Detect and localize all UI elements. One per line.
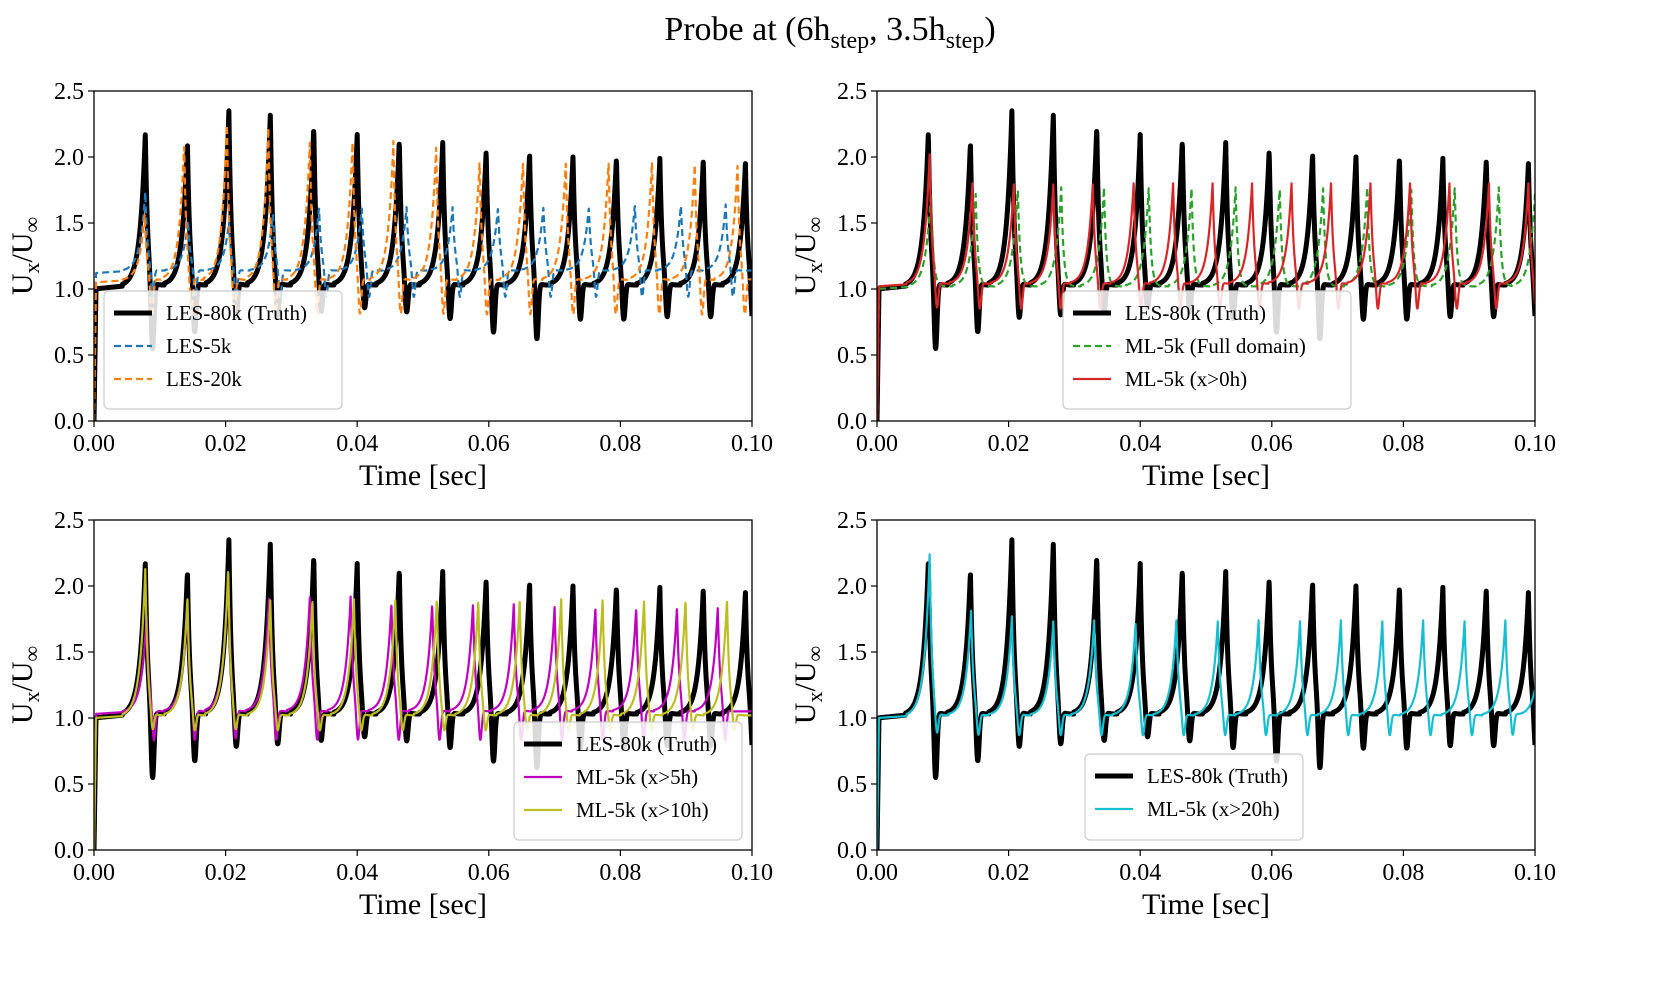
x-axis-label: Time [sec] xyxy=(1142,888,1270,921)
y-axis-label: Ux/U∞ xyxy=(6,217,44,295)
x-tick-label: 0.02 xyxy=(988,431,1030,457)
x-tick-label: 0.00 xyxy=(73,431,115,457)
y-axis-label: Ux/U∞ xyxy=(6,646,44,724)
legend-label: LES-80k (Truth) xyxy=(1147,764,1288,788)
x-tick-label: 0.10 xyxy=(731,431,773,457)
y-tick-label: 0.5 xyxy=(837,343,867,369)
x-tick-label: 0.04 xyxy=(1119,431,1161,457)
legend-label: ML-5k (x>20h) xyxy=(1147,797,1280,821)
legend-label: ML-5k (x>0h) xyxy=(1125,367,1247,391)
y-tick-label: 1.0 xyxy=(54,706,84,732)
series-line-1 xyxy=(877,553,1535,850)
x-tick-label: 0.08 xyxy=(599,860,641,886)
legend-box xyxy=(1084,753,1304,841)
x-tick-label: 0.02 xyxy=(205,431,247,457)
chart-panel-top-right: 0.00 0.02 0.04 0.06 0.08 0.10 0.0 0.5 1.0 1.5 2.0 2… xyxy=(789,79,1556,492)
y-tick-label: 1.0 xyxy=(54,277,84,303)
axes-frame xyxy=(93,90,753,422)
series-group xyxy=(877,537,1535,850)
legend-label: LES-80k (Truth) xyxy=(166,301,307,325)
y-tick-label: 1.0 xyxy=(837,277,867,303)
y-tick-label: 0.5 xyxy=(837,772,867,798)
x-tick-label: 0.06 xyxy=(468,860,510,886)
x-axis-label: Time [sec] xyxy=(359,459,487,492)
x-tick-label: 0.02 xyxy=(988,860,1030,886)
x-tick-label: 0.10 xyxy=(1514,860,1556,886)
x-tick-label: 0.00 xyxy=(856,860,898,886)
x-tick-label: 0.00 xyxy=(73,860,115,886)
series-line-0 xyxy=(877,537,1535,850)
legend-box xyxy=(103,290,343,410)
x-axis-label: Time [sec] xyxy=(359,888,487,921)
legend-label: ML-5k (x>5h) xyxy=(576,765,698,789)
legend-label: LES-20k xyxy=(166,367,242,391)
x-tick-label: 0.00 xyxy=(856,431,898,457)
y-tick-label: 2.0 xyxy=(837,145,867,171)
y-tick-label: 2.0 xyxy=(54,574,84,600)
figure-title: Probe at (6hstep, 3.5hstep) xyxy=(664,11,995,54)
y-tick-label: 2.5 xyxy=(54,79,84,105)
y-tick-label: 0.0 xyxy=(54,409,84,435)
y-axis-label: Ux/U∞ xyxy=(789,217,827,295)
chart-panel-top-left: 0.00 0.02 0.04 0.06 0.08 0.10 0.0 0.5 1.0 1.5 2.0 2… xyxy=(6,79,773,492)
axes-frame xyxy=(93,519,753,851)
series-line-2 xyxy=(94,123,752,421)
series-group xyxy=(877,108,1535,421)
y-tick-label: 0.0 xyxy=(837,409,867,435)
y-tick-label: 1.5 xyxy=(837,211,867,237)
x-tick-label: 0.10 xyxy=(1514,431,1556,457)
legend-box xyxy=(1062,290,1352,410)
y-tick-label: 2.0 xyxy=(54,145,84,171)
series-line-1 xyxy=(877,186,1535,421)
y-tick-label: 1.5 xyxy=(54,211,84,237)
series-group xyxy=(94,108,752,421)
y-tick-label: 2.5 xyxy=(837,508,867,534)
series-line-0 xyxy=(877,108,1535,421)
y-tick-label: 0.0 xyxy=(54,838,84,864)
x-tick-label: 0.06 xyxy=(468,431,510,457)
panels: 0.00 0.02 0.04 0.06 0.08 0.10 0.0 0.5 1.0 1.5 2.0 2… xyxy=(6,79,1556,921)
x-tick-label: 0.08 xyxy=(599,431,641,457)
legend-box xyxy=(513,721,743,841)
chart-panel-bottom-right: 0.00 0.02 0.04 0.06 0.08 0.10 0.0 0.5 1.0 1.5 2.0 2… xyxy=(789,508,1556,921)
x-tick-label: 0.06 xyxy=(1251,431,1293,457)
y-tick-label: 2.5 xyxy=(837,79,867,105)
series-line-0 xyxy=(94,108,752,421)
y-tick-label: 0.0 xyxy=(837,838,867,864)
axes-frame xyxy=(876,90,1536,422)
y-tick-label: 1.0 xyxy=(837,706,867,732)
legend-label: ML-5k (x>10h) xyxy=(576,798,709,822)
chart-panel-bottom-left: 0.00 0.02 0.04 0.06 0.08 0.10 0.0 0.5 1.0 1.5 2.0 2… xyxy=(6,508,773,921)
legend: LES-80k (Truth) ML-5k (x>5h) ML-5k (x>10h) xyxy=(513,721,743,841)
legend: LES-80k (Truth) ML-5k (Full domain) ML-5k … xyxy=(1062,290,1352,410)
x-tick-label: 0.02 xyxy=(205,860,247,886)
legend-label: LES-80k (Truth) xyxy=(576,732,717,756)
series-line-2 xyxy=(94,567,752,850)
y-tick-label: 0.5 xyxy=(54,772,84,798)
x-tick-label: 0.06 xyxy=(1251,860,1293,886)
y-tick-label: 1.5 xyxy=(837,640,867,666)
y-tick-label: 0.5 xyxy=(54,343,84,369)
legend-label: LES-80k (Truth) xyxy=(1125,301,1266,325)
x-tick-label: 0.04 xyxy=(336,860,378,886)
axes-frame xyxy=(876,519,1536,851)
series-line-0 xyxy=(94,537,752,850)
y-axis-label: Ux/U∞ xyxy=(789,646,827,724)
legend: LES-80k (Truth) LES-5k LES-20k xyxy=(103,290,343,410)
x-tick-label: 0.08 xyxy=(1382,431,1424,457)
series-line-2 xyxy=(877,153,1535,421)
legend-label: LES-5k xyxy=(166,334,232,358)
y-tick-label: 2.0 xyxy=(837,574,867,600)
legend-label: ML-5k (Full domain) xyxy=(1125,334,1306,358)
x-axis-label: Time [sec] xyxy=(1142,459,1270,492)
x-tick-label: 0.04 xyxy=(1119,860,1161,886)
y-tick-label: 2.5 xyxy=(54,508,84,534)
x-tick-label: 0.10 xyxy=(731,860,773,886)
legend: LES-80k (Truth) ML-5k (x>20h) xyxy=(1084,753,1304,841)
y-tick-label: 1.5 xyxy=(54,640,84,666)
x-tick-label: 0.08 xyxy=(1382,860,1424,886)
x-tick-label: 0.04 xyxy=(336,431,378,457)
